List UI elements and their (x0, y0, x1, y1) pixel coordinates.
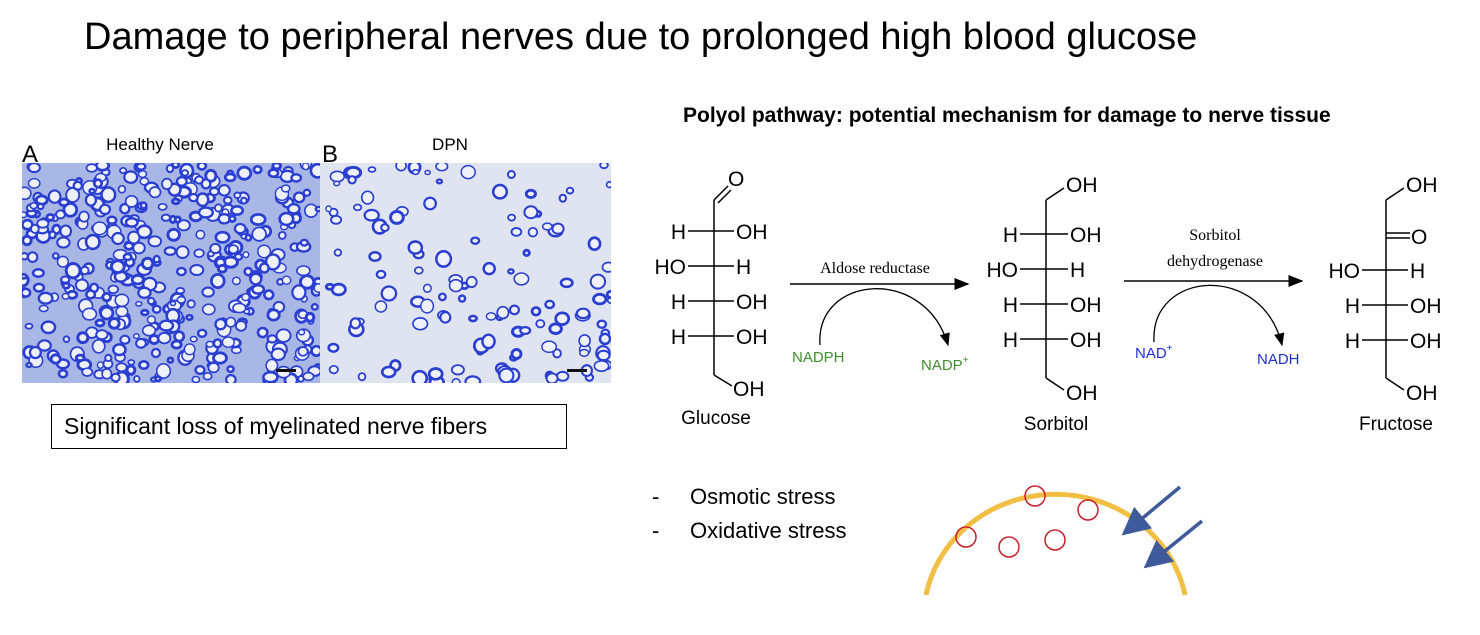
enzyme-sorbitol-line1: Sorbitol (1189, 227, 1241, 244)
vesicle (1024, 485, 1046, 507)
effect-item: - Osmotic stress (652, 484, 836, 509)
fructose-right-2: OH (1410, 295, 1442, 318)
cofactor-nadph: NADPH (792, 349, 845, 366)
pathway-title: Polyol pathway: potential mechanism for … (683, 104, 1331, 127)
effects-list: - Osmotic stress - Oxidative stress (652, 480, 847, 548)
sorbitol-structure: OH H HO H H OH H OH OH OH Sorbitol (987, 174, 1102, 435)
vesicle (1044, 529, 1066, 551)
cell-membrane (923, 491, 1188, 596)
glucose-right-1: OH (736, 221, 768, 244)
influx-arrow (1121, 485, 1182, 536)
dpn-nerve-image (320, 163, 611, 383)
effect-oxidative: Oxidative stress (690, 518, 847, 543)
glucose-left-4: H (671, 326, 686, 349)
vesicle (1077, 499, 1099, 521)
panel-title-dpn: DPN (432, 135, 468, 154)
sorbitol-label: Sorbitol (1024, 414, 1088, 435)
fructose-left-2: H (1345, 295, 1360, 318)
healthy-nerve-micrograph (22, 163, 320, 383)
cofactor-nadh: NADH (1257, 351, 1300, 368)
fructose-bottom: OH (1406, 382, 1438, 405)
dpn-nerve-micrograph (320, 163, 611, 383)
panel-title-healthy: Healthy Nerve (106, 135, 214, 154)
fructose-right-3: OH (1410, 330, 1442, 353)
sorbitol-dehydrogenase-arrow: Sorbitol dehydrogenase NAD+ NADH (1124, 227, 1304, 368)
vesicle (955, 526, 977, 548)
influx-arrow (1143, 519, 1204, 569)
fructose-left-1: HO (1329, 260, 1361, 283)
glucose-right-4: OH (736, 326, 768, 349)
fructose-structure: OH O HO H H H OH OH OH Fructose (1329, 174, 1442, 435)
glucose-right-2: H (736, 256, 751, 279)
cell-illustration (923, 485, 1204, 596)
glucose-top: O (728, 168, 744, 191)
sorbitol-right-1: OH (1070, 224, 1102, 247)
sorbitol-right-4: OH (1070, 329, 1102, 352)
glucose-left-3: H (671, 291, 686, 314)
slide-title: Damage to peripheral nerves due to prolo… (84, 16, 1198, 58)
glucose-right-3: OH (736, 291, 768, 314)
fructose-label: Fructose (1359, 414, 1433, 435)
sorbitol-right-2: H (1070, 259, 1085, 282)
glucose-left-1: H (671, 221, 686, 244)
fructose-top: OH (1406, 174, 1438, 197)
sorbitol-left-1: H (1003, 224, 1018, 247)
glucose-left-2: HO (655, 256, 687, 279)
caption-box: Significant loss of myelinated nerve fib… (51, 404, 567, 449)
fructose-carbonyl: O (1411, 226, 1427, 249)
healthy-nerve-image (22, 163, 320, 383)
vesicle (998, 536, 1020, 558)
fructose-right-1: H (1410, 260, 1425, 283)
sorbitol-right-3: OH (1070, 294, 1102, 317)
glucose-label: Glucose (681, 408, 751, 429)
sorbitol-left-3: H (1003, 294, 1018, 317)
sorbitol-bottom: OH (1066, 382, 1098, 405)
enzyme-sorbitol-line2: dehydrogenase (1167, 253, 1263, 270)
cofactor-nadp: NADP+ (921, 355, 969, 374)
effect-item: - Oxidative stress (652, 518, 847, 543)
sorbitol-left-2: HO (987, 259, 1019, 282)
glucose-bottom: OH (733, 378, 765, 401)
sorbitol-left-4: H (1003, 329, 1018, 352)
effect-osmotic: Osmotic stress (690, 484, 836, 509)
cofactor-nad: NAD+ (1135, 343, 1173, 362)
panel-label-a: A (22, 141, 39, 168)
fructose-left-3: H (1345, 330, 1360, 353)
aldose-reductase-arrow: Aldose reductase NADPH NADP+ (790, 260, 970, 374)
glucose-structure: O H HO H H OH H OH OH OH Glucose (655, 168, 768, 429)
enzyme-aldose-reductase: Aldose reductase (820, 260, 930, 277)
sorbitol-top: OH (1066, 174, 1098, 197)
panel-label-b: B (322, 141, 339, 168)
